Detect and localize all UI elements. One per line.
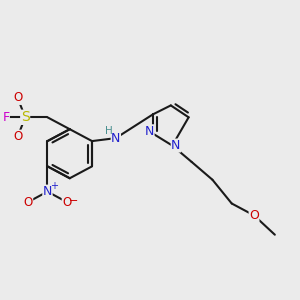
Text: O: O (249, 209, 259, 222)
Text: H: H (104, 126, 112, 136)
Text: O: O (13, 92, 22, 104)
Text: F: F (2, 111, 9, 124)
Text: N: N (111, 132, 121, 145)
Text: O: O (62, 196, 71, 208)
Text: N: N (43, 185, 52, 198)
Text: N: N (171, 139, 181, 152)
Text: N: N (145, 125, 154, 138)
Text: +: + (50, 181, 58, 191)
Text: O: O (13, 130, 22, 143)
Text: S: S (21, 110, 29, 124)
Text: −: − (69, 196, 78, 206)
Text: O: O (23, 196, 33, 208)
